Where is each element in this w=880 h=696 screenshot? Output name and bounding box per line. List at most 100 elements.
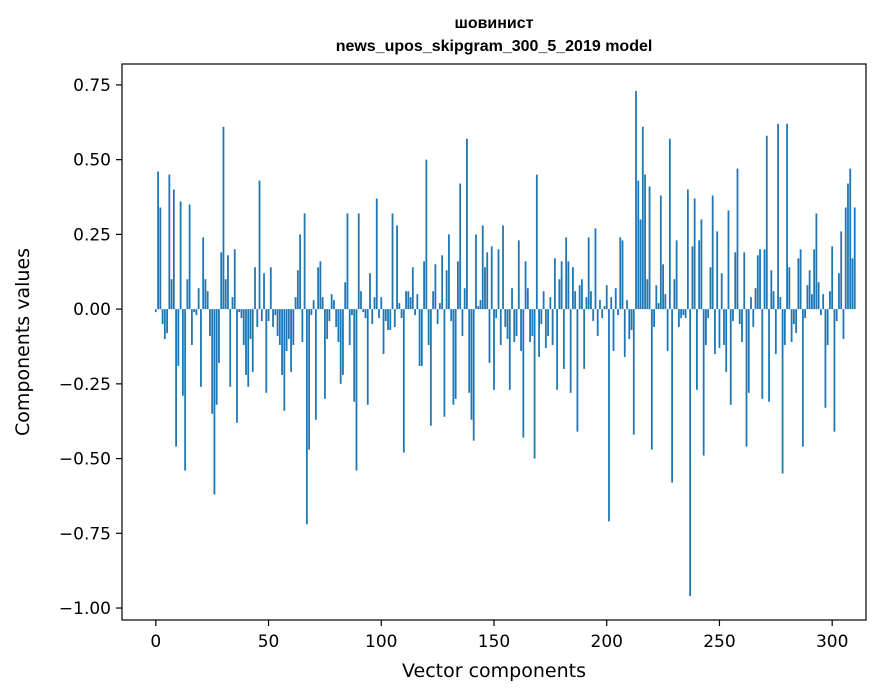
bar-99	[378, 309, 380, 319]
bar-201	[608, 309, 610, 522]
bar-130	[448, 234, 450, 310]
bar-166	[529, 309, 531, 342]
bar-26	[213, 309, 216, 495]
bar-54	[276, 309, 279, 337]
bar-31	[224, 279, 227, 310]
bar-160	[515, 309, 518, 337]
bar-276	[777, 123, 779, 310]
bar-262	[745, 309, 748, 447]
bar-126	[438, 303, 441, 310]
bar-94	[366, 309, 369, 405]
bar-38	[240, 309, 243, 319]
bar-88	[353, 309, 356, 402]
bar-303	[838, 273, 840, 310]
bar-255	[729, 309, 732, 405]
bar-32	[227, 255, 229, 310]
bar-294	[817, 282, 820, 310]
bar-164	[524, 261, 527, 310]
bar-204	[614, 288, 617, 310]
bar-72	[317, 267, 320, 310]
x-tick-label: 50	[258, 632, 280, 652]
bar-42	[249, 309, 252, 340]
bar-34	[231, 297, 234, 310]
bar-5	[166, 309, 168, 334]
bar-83	[342, 309, 344, 375]
bar-283	[792, 309, 795, 325]
bars-group	[154, 90, 856, 597]
bar-286	[799, 249, 802, 310]
bar-249	[716, 231, 719, 310]
bar-232	[677, 309, 680, 328]
bar-168	[533, 309, 536, 459]
bar-228	[668, 138, 671, 310]
bar-61	[292, 309, 295, 345]
bar-203	[612, 309, 615, 351]
bar-67	[305, 309, 308, 525]
bar-293	[815, 213, 818, 310]
bar-86	[348, 309, 351, 345]
bar-43	[251, 309, 254, 372]
bar-256	[732, 309, 734, 322]
bar-105	[391, 213, 394, 310]
bar-2	[159, 207, 162, 310]
bar-272	[768, 309, 770, 402]
bar-220	[650, 309, 653, 450]
bar-195	[594, 228, 597, 310]
bar-82	[339, 309, 342, 384]
bar-250	[718, 309, 721, 348]
bar-17	[193, 309, 196, 313]
bar-251	[720, 273, 723, 310]
bar-50	[267, 309, 270, 322]
bar-218	[646, 279, 649, 310]
bar-19	[197, 288, 200, 310]
bar-53	[274, 309, 277, 316]
bar-271	[765, 135, 768, 310]
y-tick-label: −0.50	[59, 450, 111, 470]
bar-147	[486, 252, 489, 310]
bar-259	[738, 309, 741, 325]
bar-121	[427, 309, 430, 345]
bar-95	[369, 273, 371, 310]
bar-224	[659, 195, 662, 310]
bar-46	[258, 180, 261, 310]
bar-109	[400, 309, 403, 319]
bar-69	[310, 309, 313, 316]
bar-205	[617, 309, 619, 316]
bar-257	[734, 252, 737, 310]
bar-260	[741, 309, 743, 342]
bar-108	[398, 303, 401, 310]
bar-219	[648, 186, 651, 310]
bar-28	[218, 309, 220, 363]
bar-261	[743, 252, 746, 310]
y-axis-label: Components values	[12, 248, 34, 436]
bar-200	[605, 285, 608, 310]
bar-235	[684, 309, 687, 319]
bar-309	[851, 258, 854, 310]
bar-300	[831, 246, 834, 310]
bar-181	[562, 309, 565, 369]
bar-136	[461, 309, 464, 337]
bar-25	[211, 309, 214, 414]
bar-192	[587, 237, 590, 310]
bar-97	[373, 297, 376, 310]
bar-22	[204, 279, 207, 310]
bar-252	[723, 309, 725, 345]
bar-161	[517, 240, 520, 310]
bar-278	[781, 309, 784, 474]
bar-111	[405, 291, 407, 310]
x-tick-label: 150	[478, 632, 510, 652]
bar-81	[337, 309, 340, 342]
bar-284	[795, 309, 798, 334]
bar-193	[590, 291, 592, 310]
bar-35	[233, 249, 236, 310]
bar-305	[842, 309, 845, 340]
bar-1	[157, 171, 159, 310]
bar-184	[569, 309, 572, 393]
bar-101	[382, 309, 385, 354]
x-tick-label: 200	[591, 632, 623, 652]
bar-124	[434, 264, 437, 310]
bar-49	[265, 309, 268, 393]
bar-288	[804, 309, 807, 319]
bar-280	[786, 123, 788, 310]
bar-238	[691, 246, 694, 310]
